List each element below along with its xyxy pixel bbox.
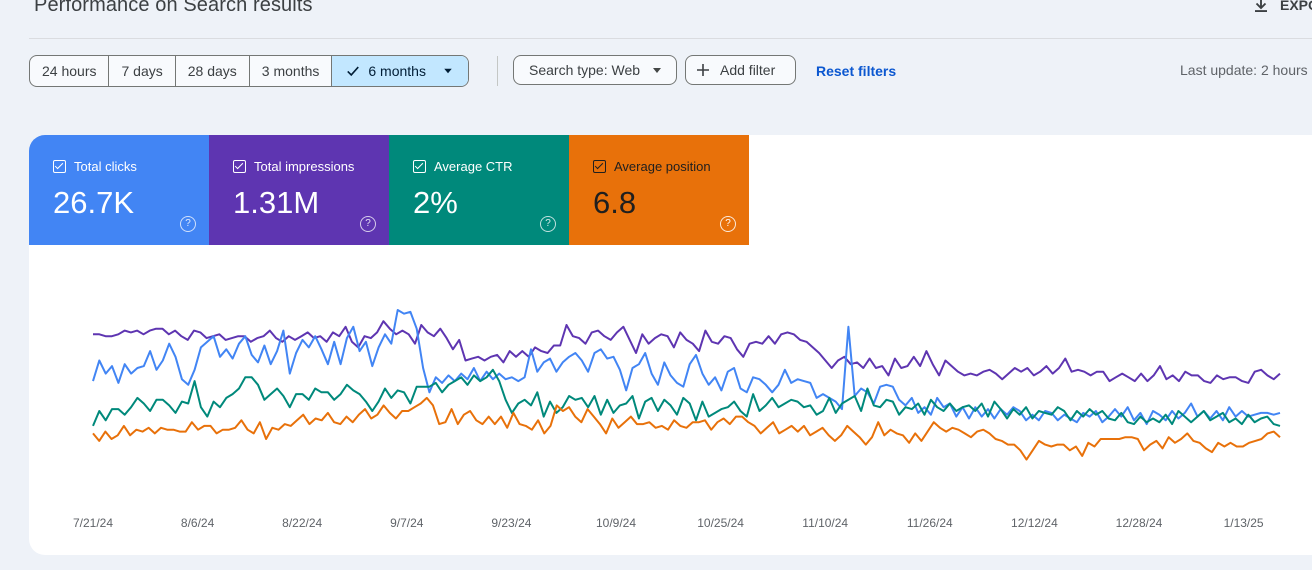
range-28-days[interactable]: 28 days (176, 56, 250, 86)
metric-value: 6.8 (593, 185, 637, 220)
add-filter-label: Add filter (720, 62, 776, 78)
date-range-selector: 24 hours 7 days 28 days 3 months 6 month… (29, 55, 469, 87)
range-6-months[interactable]: 6 months (332, 56, 468, 86)
add-filter-button[interactable]: Add filter (685, 55, 796, 85)
range-24-hours[interactable]: 24 hours (30, 56, 110, 86)
metric-value: 1.31M (233, 185, 320, 220)
metric-value: 2% (413, 185, 458, 220)
metric-total-impressions[interactable]: Total impressions 1.31M ? (209, 135, 389, 245)
metric-label: Total clicks (74, 159, 137, 174)
checkbox-icon[interactable] (413, 160, 426, 173)
last-update-text: Last update: 2 hours ago (1180, 62, 1312, 78)
toolbar-separator (497, 56, 498, 86)
download-icon (1255, 0, 1267, 12)
range-7-days[interactable]: 7 days (109, 56, 176, 86)
checkbox-icon[interactable] (593, 160, 606, 173)
checkmark-icon (347, 66, 360, 77)
range-6-months-label: 6 months (368, 63, 426, 79)
search-type-dropdown[interactable]: Search type: Web (513, 55, 677, 85)
metric-value: 26.7K (53, 185, 135, 220)
checkbox-icon[interactable] (53, 160, 66, 173)
metric-total-clicks[interactable]: Total clicks 26.7K ? (29, 135, 209, 245)
help-icon[interactable]: ? (540, 216, 556, 232)
reset-filters-link[interactable]: Reset filters (816, 63, 897, 79)
header-divider (29, 38, 1312, 39)
metric-label: Total impressions (254, 159, 355, 174)
help-icon[interactable]: ? (720, 216, 736, 232)
metric-label: Average position (614, 159, 711, 174)
metric-average-ctr[interactable]: Average CTR 2% ? (389, 135, 569, 245)
checkbox-icon[interactable] (233, 160, 246, 173)
page-title: Performance on Search results (34, 0, 313, 16)
metric-average-position[interactable]: Average position 6.8 ? (569, 135, 749, 245)
search-type-label: Search type: Web (529, 62, 641, 78)
metric-label: Average CTR (434, 159, 513, 174)
range-3-months[interactable]: 3 months (250, 56, 333, 86)
dropdown-arrow-icon (444, 68, 452, 74)
help-icon[interactable]: ? (180, 216, 196, 232)
caret-down-icon (653, 67, 662, 73)
plus-icon (697, 64, 709, 76)
export-label: EXPORT (1280, 0, 1312, 13)
help-icon[interactable]: ? (360, 216, 376, 232)
export-button[interactable]: EXPORT (1252, 0, 1312, 14)
